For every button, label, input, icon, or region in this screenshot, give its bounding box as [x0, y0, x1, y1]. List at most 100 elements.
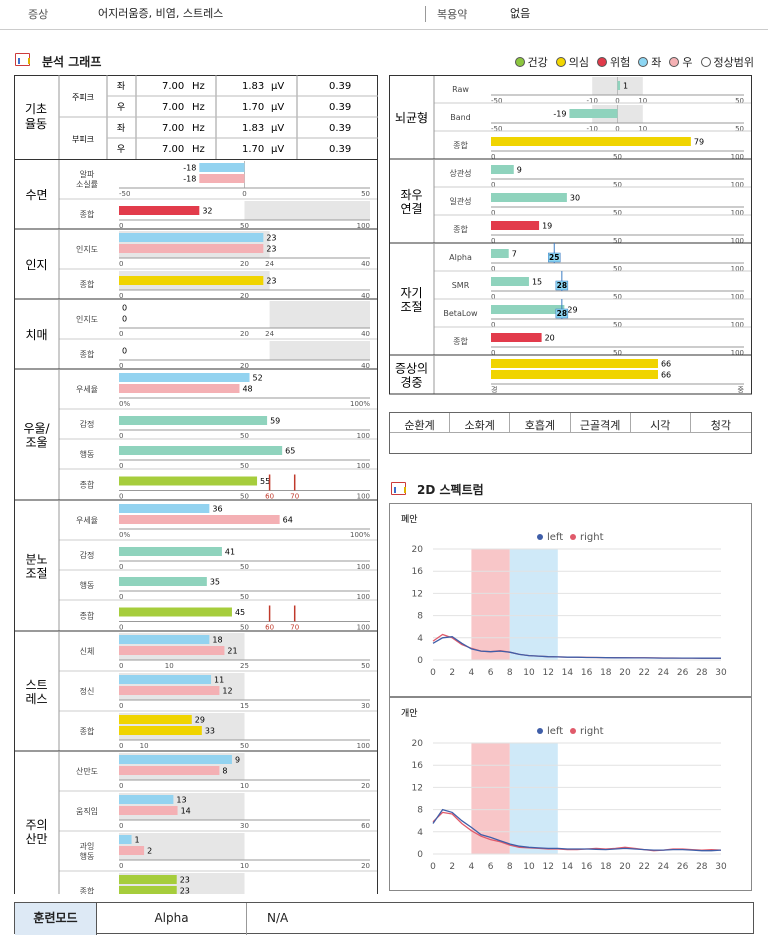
row-label: 종합: [453, 141, 468, 150]
uv-value: 1.83: [242, 81, 264, 92]
bar: [491, 137, 691, 146]
legend-dot: [555, 57, 566, 67]
tick-label: 50: [240, 593, 249, 601]
uv-unit: μV: [271, 81, 284, 92]
bar-value: 59: [270, 417, 280, 426]
tick-label: 100: [731, 209, 744, 217]
x-tick-label: 22: [638, 668, 649, 678]
ratio-value: 0.39: [329, 144, 351, 155]
medication-label: 복용약: [437, 8, 468, 21]
tick-label: 50: [613, 265, 622, 273]
tick-label: 50: [735, 97, 744, 105]
tick-label: 0: [491, 181, 495, 189]
row-label: 신체: [80, 646, 95, 656]
row-label: 일관성: [449, 196, 471, 206]
tick-label: 100: [731, 237, 744, 245]
tick-label: 10: [240, 782, 249, 790]
tick-label: 0: [119, 822, 123, 830]
tick-label: 70: [290, 624, 299, 632]
bar-value: 19: [542, 222, 552, 231]
tick-label: 0: [491, 265, 495, 273]
bar: [491, 221, 540, 230]
row-label: 알파: [80, 169, 95, 179]
bar: [119, 607, 232, 617]
x-tick-label: 22: [638, 862, 649, 872]
bar-value: 65: [285, 447, 295, 456]
y-tick-label: 20: [412, 739, 424, 749]
section-name: 조절: [400, 300, 422, 314]
bar-value: 14: [181, 807, 191, 816]
training-mode-box: 훈련모드 Alpha N/A: [14, 902, 754, 935]
legend-label: 정상범위: [713, 56, 754, 69]
organ-system-table: 순환계 소화계 호흡계 근골격계 시각 청각: [389, 412, 752, 454]
legend-label: 건강: [527, 56, 548, 69]
hz-unit: Hz: [192, 123, 205, 134]
row-label: BetaLow: [443, 309, 478, 318]
legend-label: 의심: [568, 56, 590, 69]
tick-label: 0: [119, 330, 123, 338]
y-tick-label: 0: [417, 656, 423, 666]
tick-label: 100: [357, 593, 370, 601]
tick-label: 20: [240, 330, 249, 338]
organ-header: 소화계: [450, 413, 511, 433]
bar: [119, 686, 220, 695]
row-label: 움직임: [76, 806, 98, 816]
tick-label: -10: [586, 125, 597, 133]
tick-label: 10: [638, 97, 647, 105]
bar: [119, 504, 210, 513]
y-tick-label: 12: [412, 783, 423, 793]
tick-label: 70: [290, 493, 299, 501]
bar: [119, 206, 200, 215]
y-tick-label: 20: [412, 545, 424, 555]
bar: [119, 766, 220, 775]
bar-value: 18: [212, 636, 222, 645]
tick-label: 50: [240, 742, 249, 750]
tick-label: 100: [731, 293, 744, 301]
tick-label: 40: [361, 362, 370, 370]
row-label: 인지도: [76, 244, 98, 254]
alpha-band: [509, 549, 558, 660]
row-label: 행동: [80, 449, 95, 459]
bar: [119, 446, 283, 455]
tick-label: 100: [357, 432, 370, 440]
x-tick-label: 20: [619, 862, 631, 872]
side-label: 좌: [117, 81, 125, 92]
bar: [119, 795, 174, 804]
tick-label: 0: [119, 624, 123, 632]
tick-label: 50: [613, 321, 622, 329]
x-tick-label: 8: [507, 862, 513, 872]
tick-label: 0%: [119, 531, 130, 539]
y-tick-label: 16: [412, 567, 424, 577]
theta-band: [471, 743, 510, 854]
hz-value: 7.00: [162, 144, 184, 155]
hz-value: 7.00: [162, 123, 184, 134]
uv-unit: μV: [271, 123, 284, 134]
bar: [491, 249, 509, 258]
row-label: 종합: [80, 210, 95, 219]
tick-label: 경: [491, 385, 497, 394]
tick-label: 0: [119, 362, 123, 370]
tick-label: 0: [119, 742, 123, 750]
tick-label: 0: [119, 260, 123, 268]
hz-unit: Hz: [192, 144, 205, 155]
x-tick-label: 30: [715, 862, 727, 872]
target-value: 28: [557, 281, 567, 290]
tick-label: 10: [165, 662, 174, 670]
tick-label: 50: [613, 209, 622, 217]
x-tick-label: 8: [507, 668, 513, 678]
row-label: 종합: [80, 280, 95, 289]
section-name: 분노: [25, 553, 47, 567]
bar: [119, 806, 178, 815]
row-label: 종합: [80, 612, 95, 621]
section-name: 수면: [25, 188, 47, 202]
tick-label: 100: [731, 321, 744, 329]
bar-value: 23: [180, 887, 190, 895]
legend: 건강 의심 위험 좌 우 정상범위: [514, 54, 754, 70]
tick-label: 100%: [350, 400, 370, 408]
tick-label: 10: [638, 125, 647, 133]
x-tick-label: 18: [600, 862, 612, 872]
baseline-title: 율동: [25, 117, 47, 131]
section-name: 주의: [25, 818, 47, 832]
